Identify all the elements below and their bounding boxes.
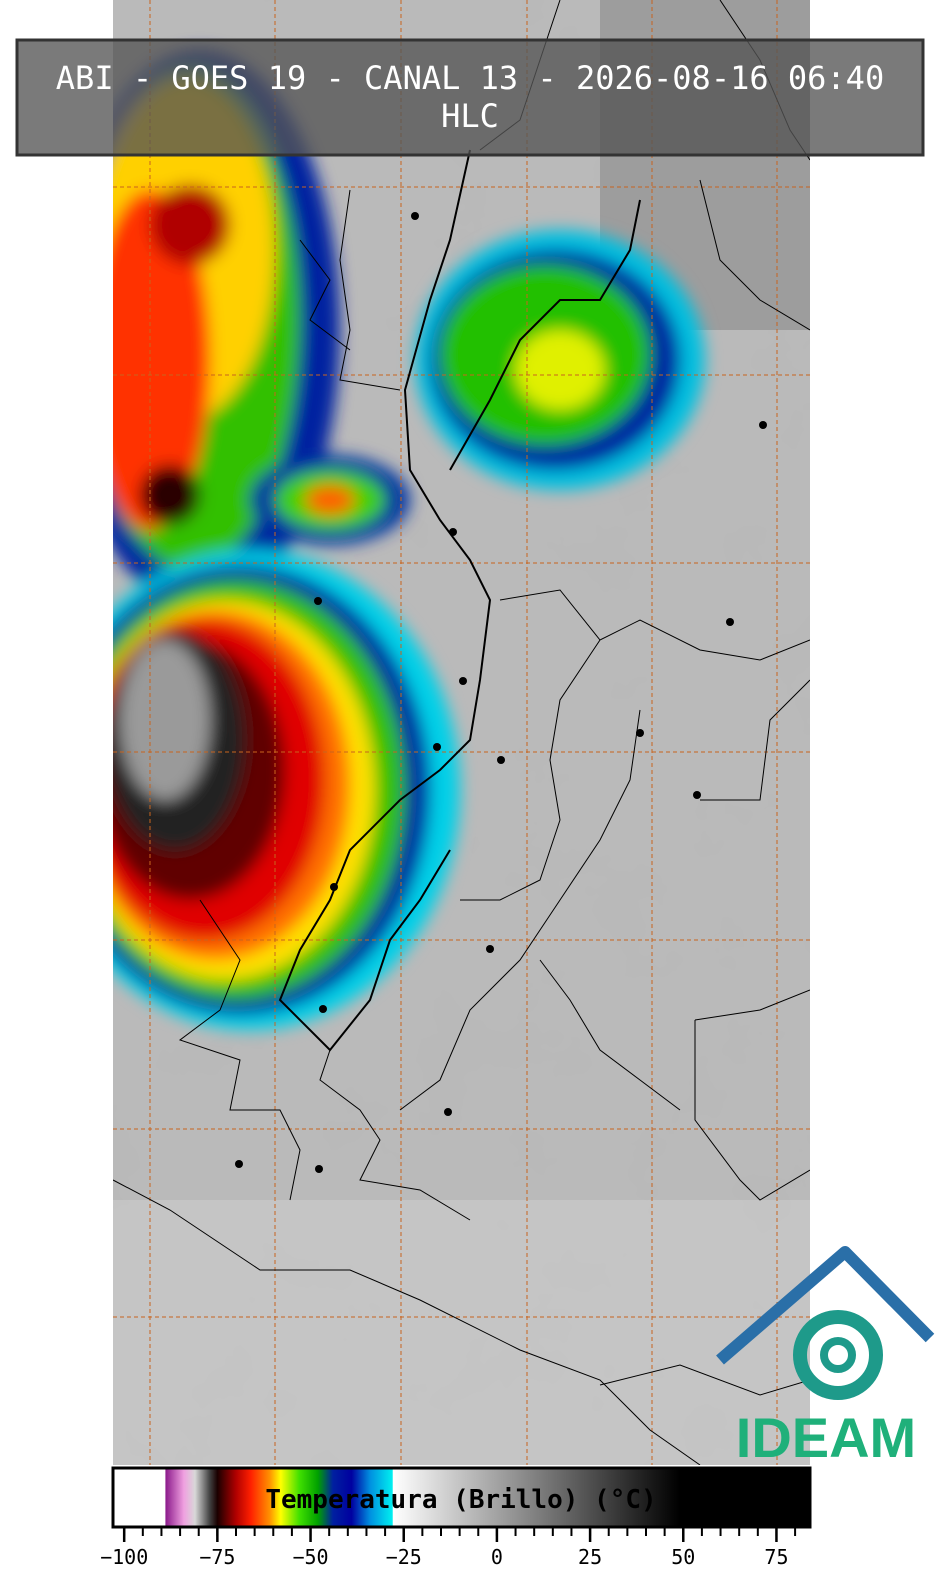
colorbar: Temperatura (Brillo) (°C) −100 −75 −50 −25 0… <box>100 1466 812 1569</box>
tick-label: −100 <box>100 1545 148 1569</box>
logo: IDEAM <box>716 1246 935 1469</box>
tick-label: 0 <box>491 1545 503 1569</box>
title-box <box>15 38 925 157</box>
tick-label: −75 <box>199 1545 235 1569</box>
satellite-image <box>113 0 810 1465</box>
tick-label: 25 <box>578 1545 602 1569</box>
graticule <box>113 0 810 1465</box>
title: ABI - GOES 19 - CANAL 13 - 2026-08-16 06… <box>56 59 884 97</box>
colorbar-fill <box>111 1466 812 1529</box>
tick-label: −50 <box>292 1545 328 1569</box>
tick-label: 50 <box>671 1545 695 1569</box>
tick-label: −25 <box>386 1545 422 1569</box>
city-dots <box>235 212 767 1173</box>
borders <box>113 0 810 1465</box>
tick-label: 75 <box>764 1545 788 1569</box>
colorbar-label: Temperatura (Brillo) (°C) <box>265 1485 656 1515</box>
subtitle: HLC <box>441 97 499 135</box>
logo-text: IDEAM <box>736 1406 916 1469</box>
